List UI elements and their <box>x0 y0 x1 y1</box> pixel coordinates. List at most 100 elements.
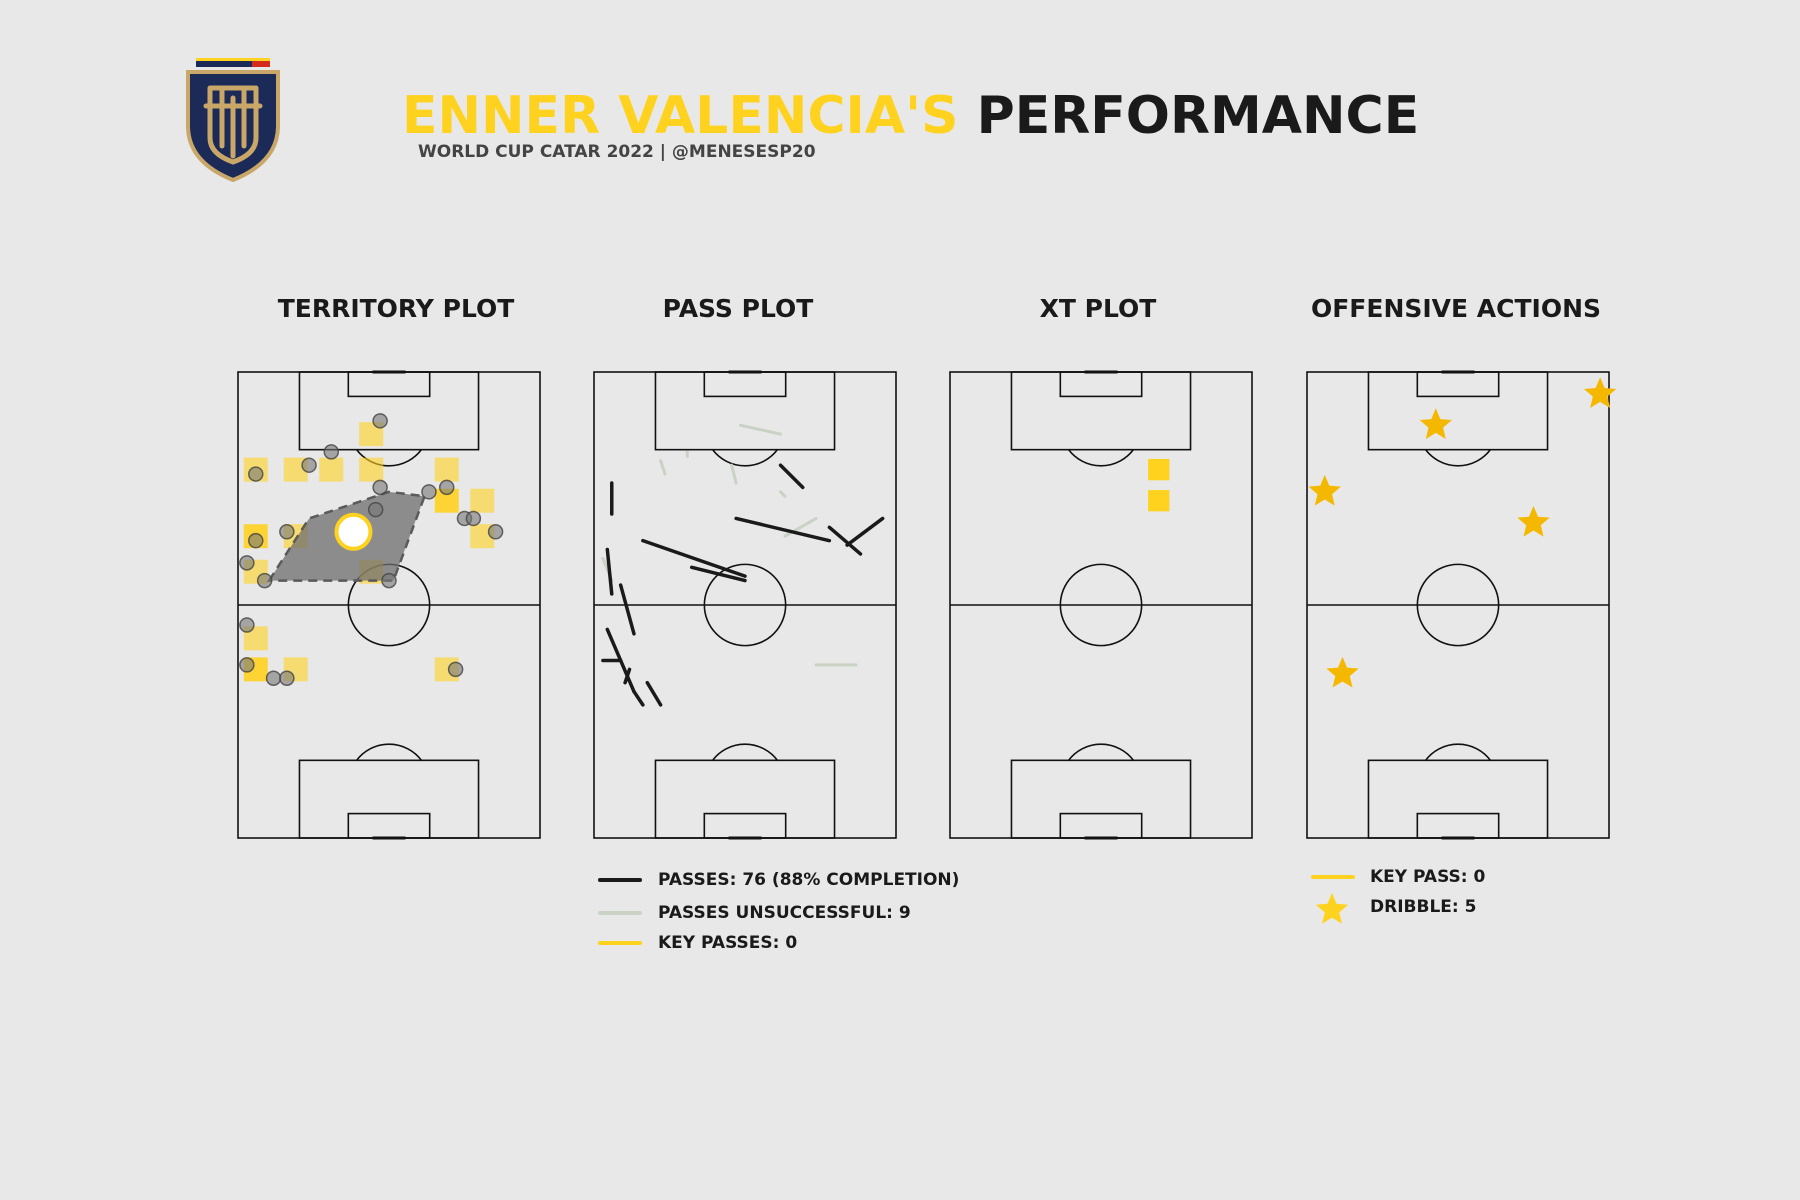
heat-cell-6 <box>434 488 459 513</box>
touch-point-1 <box>248 466 264 482</box>
pass-successful-3 <box>734 516 832 543</box>
penalty-area-top <box>1010 371 1192 451</box>
pass-successful-8 <box>618 583 636 636</box>
legend-passes: PASSES: 76 (88% COMPLETION) <box>658 870 960 890</box>
dribble-star-icon-4 <box>1326 656 1359 688</box>
xt-pitch <box>949 370 1253 840</box>
pass-unsuccessful-1 <box>659 459 667 476</box>
legend-swatch-key-passes <box>598 941 642 945</box>
touch-point-18 <box>265 670 282 686</box>
pass-successful-1 <box>641 538 747 578</box>
pass-successful-6 <box>845 516 885 547</box>
pass-successful-12 <box>645 680 663 707</box>
touch-point-11 <box>279 524 295 540</box>
pitch-lines <box>593 370 897 840</box>
touch-point-15 <box>381 572 397 589</box>
pitch-lines <box>237 370 541 840</box>
pass-plot-title: PASS PLOT <box>662 294 814 323</box>
pass-successful-5 <box>827 525 863 556</box>
penalty-area-bottom <box>1367 759 1549 839</box>
xt-cell-1 <box>1148 490 1170 512</box>
penalty-arc-top <box>1067 449 1135 467</box>
centre-circle <box>1416 563 1500 647</box>
touch-point-0 <box>372 413 388 429</box>
legend-swatch-dribble-star-icon <box>1315 893 1349 924</box>
penalty-arc-bottom <box>1067 743 1135 761</box>
territory-plot-title: TERRITORY PLOT <box>277 294 515 323</box>
six-yard-box-top <box>1416 371 1500 398</box>
pass-pitch <box>593 370 897 840</box>
legend-key-pass: KEY PASS: 0 <box>1370 867 1486 887</box>
centre-circle <box>1059 563 1143 647</box>
legend-unsuccessful: PASSES UNSUCCESSFUL: 9 <box>658 903 911 923</box>
heat-cell-4 <box>359 457 384 482</box>
touch-point-2 <box>301 457 317 473</box>
pass-successful-13 <box>623 667 632 685</box>
pass-unsuccessful-0 <box>739 423 783 436</box>
centre-circle <box>703 563 787 647</box>
pitch-lines <box>949 370 1253 840</box>
xt-cell-0 <box>1148 458 1170 481</box>
six-yard-box-bottom <box>1416 812 1500 839</box>
touch-point-20 <box>447 661 464 678</box>
six-yard-box-top <box>347 371 431 398</box>
subtitle: WORLD CUP CATAR 2022 | @MENESESP20 <box>418 142 816 162</box>
title-performance: PERFORMANCE <box>976 86 1420 146</box>
six-yard-box-bottom <box>1059 812 1143 839</box>
heat-cell-5 <box>434 457 459 482</box>
penalty-area-top <box>654 371 836 451</box>
penalty-arc-top <box>711 449 779 467</box>
offensive-actions-title: OFFENSIVE ACTIONS <box>1310 294 1602 323</box>
touch-point-6 <box>421 484 437 500</box>
touch-point-4 <box>372 479 388 496</box>
six-yard-box-bottom <box>703 812 787 839</box>
pass-successful-4 <box>778 463 805 490</box>
dribble-star-icon-3 <box>1517 505 1550 537</box>
penalty-arc-top <box>1424 449 1492 467</box>
penalty-area-bottom <box>654 759 836 839</box>
legend-swatch-key-pass <box>1311 875 1355 879</box>
pass-successful-2 <box>689 565 747 583</box>
pass-successful-11 <box>632 689 645 707</box>
page-title: ENNER VALENCIA'S PERFORMANCE <box>402 86 1419 146</box>
penalty-area-top <box>1367 371 1549 451</box>
touch-point-19 <box>279 670 295 686</box>
legend-dribble: DRIBBLE: 5 <box>1370 897 1477 917</box>
penalty-arc-bottom <box>1424 743 1492 761</box>
six-yard-box-bottom <box>347 812 431 839</box>
touch-point-16 <box>239 617 255 633</box>
touch-point-9 <box>465 510 482 527</box>
dribble-star-icon-2 <box>1308 474 1341 506</box>
penalty-arc-top <box>355 449 423 467</box>
penalty-arc-bottom <box>711 743 779 761</box>
pass-successful-7 <box>605 547 614 596</box>
touch-point-5 <box>367 501 384 518</box>
pass-unsuccessful-2 <box>730 463 738 485</box>
heat-cell-0 <box>359 422 384 447</box>
heat-cell-3 <box>319 457 344 482</box>
penalty-area-bottom <box>298 759 480 839</box>
touch-point-12 <box>248 532 264 549</box>
touch-point-7 <box>438 479 455 496</box>
touch-point-14 <box>256 572 273 589</box>
average-position-marker <box>334 512 373 551</box>
six-yard-box-top <box>1059 371 1143 398</box>
title-player-name: ENNER VALENCIA'S <box>402 86 959 146</box>
penalty-arc-bottom <box>355 743 423 761</box>
pitch-lines <box>1306 370 1610 840</box>
legend-swatch-passes <box>598 878 642 882</box>
territory-pitch <box>237 370 541 840</box>
penalty-area-top <box>298 371 480 451</box>
dribble-star-icon-1 <box>1419 408 1452 440</box>
heat-cell-13 <box>243 626 268 651</box>
xt-plot-title: XT PLOT <box>1039 294 1157 323</box>
dribble-star-icon-0 <box>1583 377 1617 408</box>
pass-unsuccessful-4 <box>783 516 818 538</box>
legend-key-passes: KEY PASSES: 0 <box>658 933 798 953</box>
heat-cell-7 <box>470 488 495 513</box>
six-yard-box-top <box>703 371 787 398</box>
penalty-area-bottom <box>1010 759 1192 839</box>
touch-point-13 <box>239 555 255 571</box>
touch-point-17 <box>239 657 255 673</box>
pass-unsuccessful-3 <box>779 490 787 498</box>
